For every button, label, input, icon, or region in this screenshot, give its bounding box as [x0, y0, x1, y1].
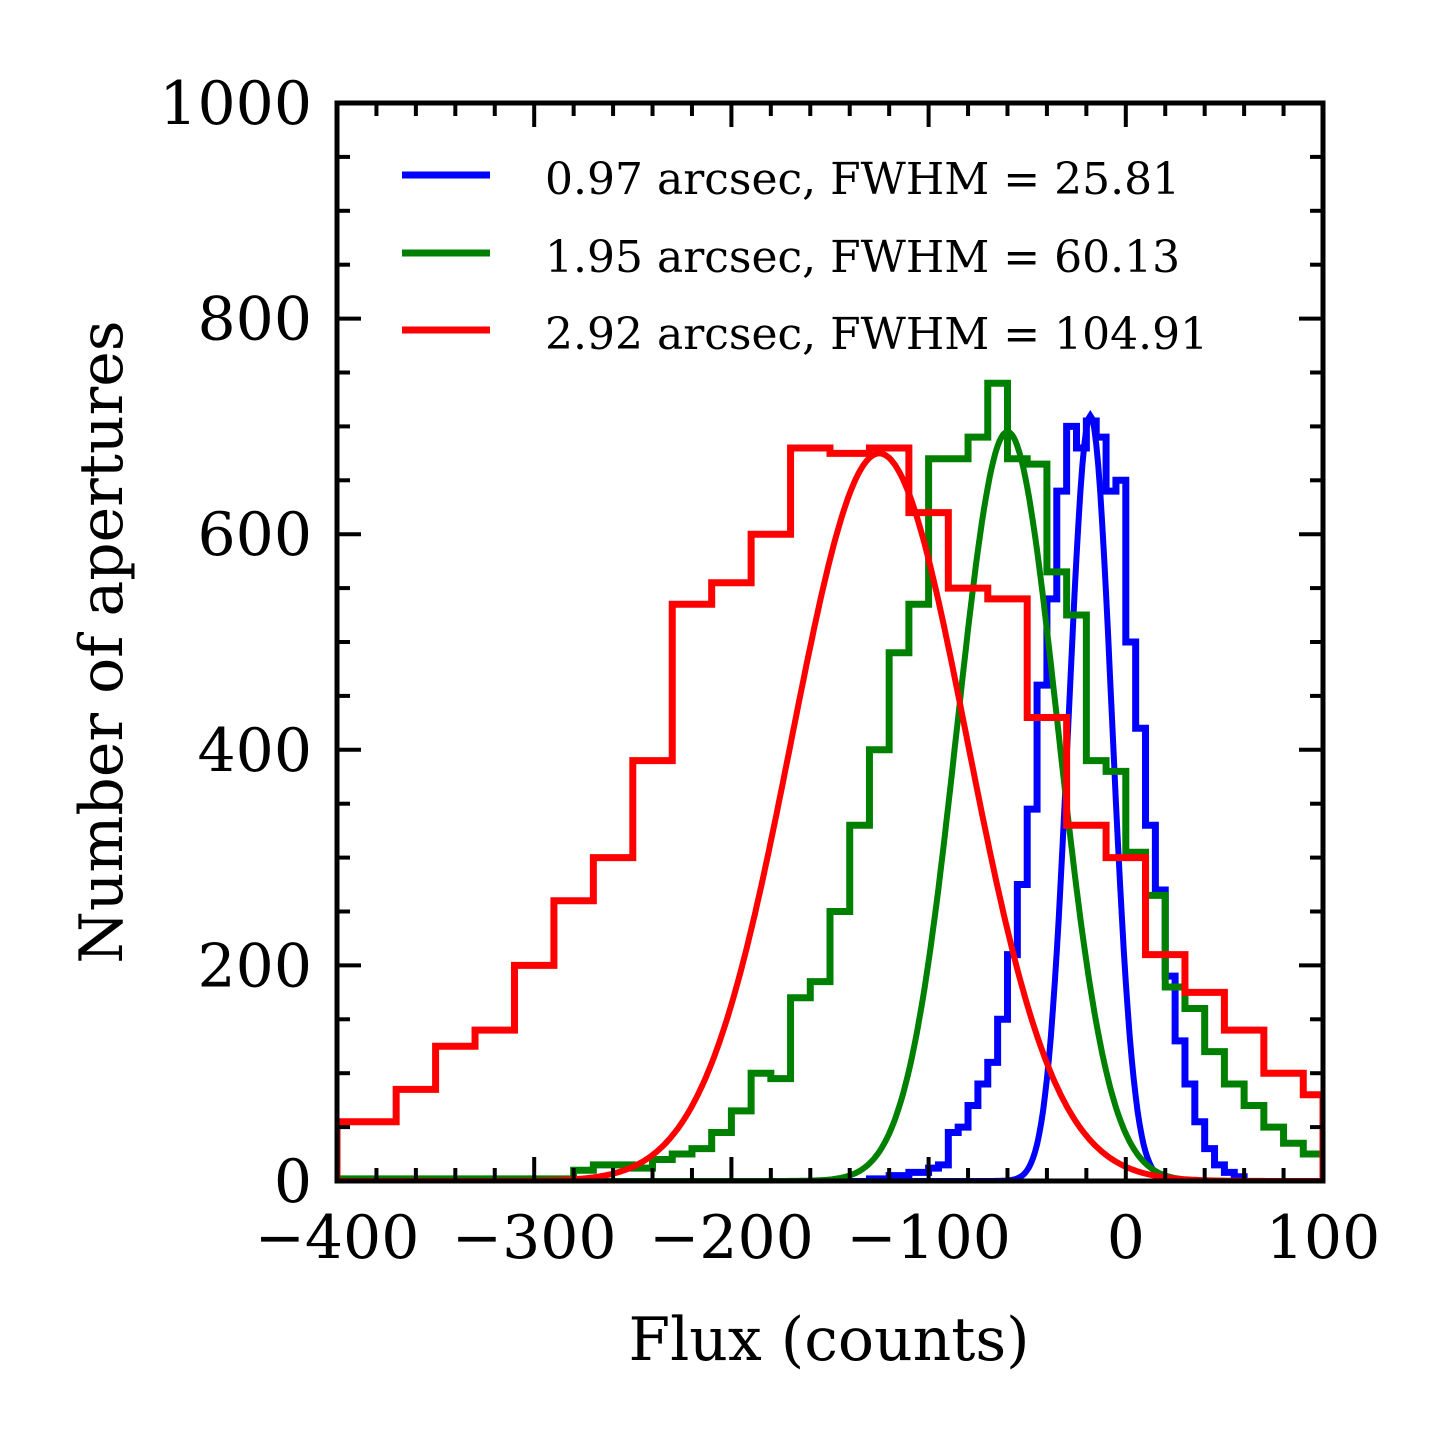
legend-label-green: 1.95 arcsec, FWHM = 60.13: [545, 232, 1180, 283]
y-tick-label: 800: [197, 285, 312, 355]
histogram-series-2: [337, 444, 1323, 1181]
x-tick-label: 100: [1266, 1203, 1381, 1273]
x-tick-label: −100: [846, 1203, 1011, 1273]
legend-label-red: 2.92 arcsec, FWHM = 104.91: [545, 309, 1208, 360]
y-axis-title: Number of apertures: [67, 320, 137, 963]
x-tick-label: −400: [255, 1203, 420, 1273]
fit-curve-series-0: [337, 409, 1323, 1181]
y-tick-label: 200: [197, 931, 312, 1001]
legend: 0.97 arcsec, FWHM = 25.81 1.95 arcsec, F…: [402, 154, 1208, 360]
plot-frame: [334, 100, 1326, 1184]
y-tick-label: 1000: [159, 69, 312, 139]
histogram-series-1: [337, 379, 1323, 1181]
y-tick-label: 400: [197, 716, 312, 786]
legend-label-blue: 0.97 arcsec, FWHM = 25.81: [545, 154, 1180, 205]
y-tick-label: 600: [197, 500, 312, 570]
x-tick-label: −300: [452, 1203, 617, 1273]
plot-area: [337, 379, 1323, 1181]
x-tick-label: −200: [649, 1203, 814, 1273]
fit-curve-series-1: [337, 428, 1323, 1181]
x-axis-title: Flux (counts): [628, 1305, 1029, 1375]
y-tick-label: 0: [274, 1147, 312, 1217]
x-tick-label: 0: [1107, 1203, 1145, 1273]
fit-curve-series-2: [337, 450, 1323, 1181]
histogram-series-0: [865, 417, 1248, 1181]
